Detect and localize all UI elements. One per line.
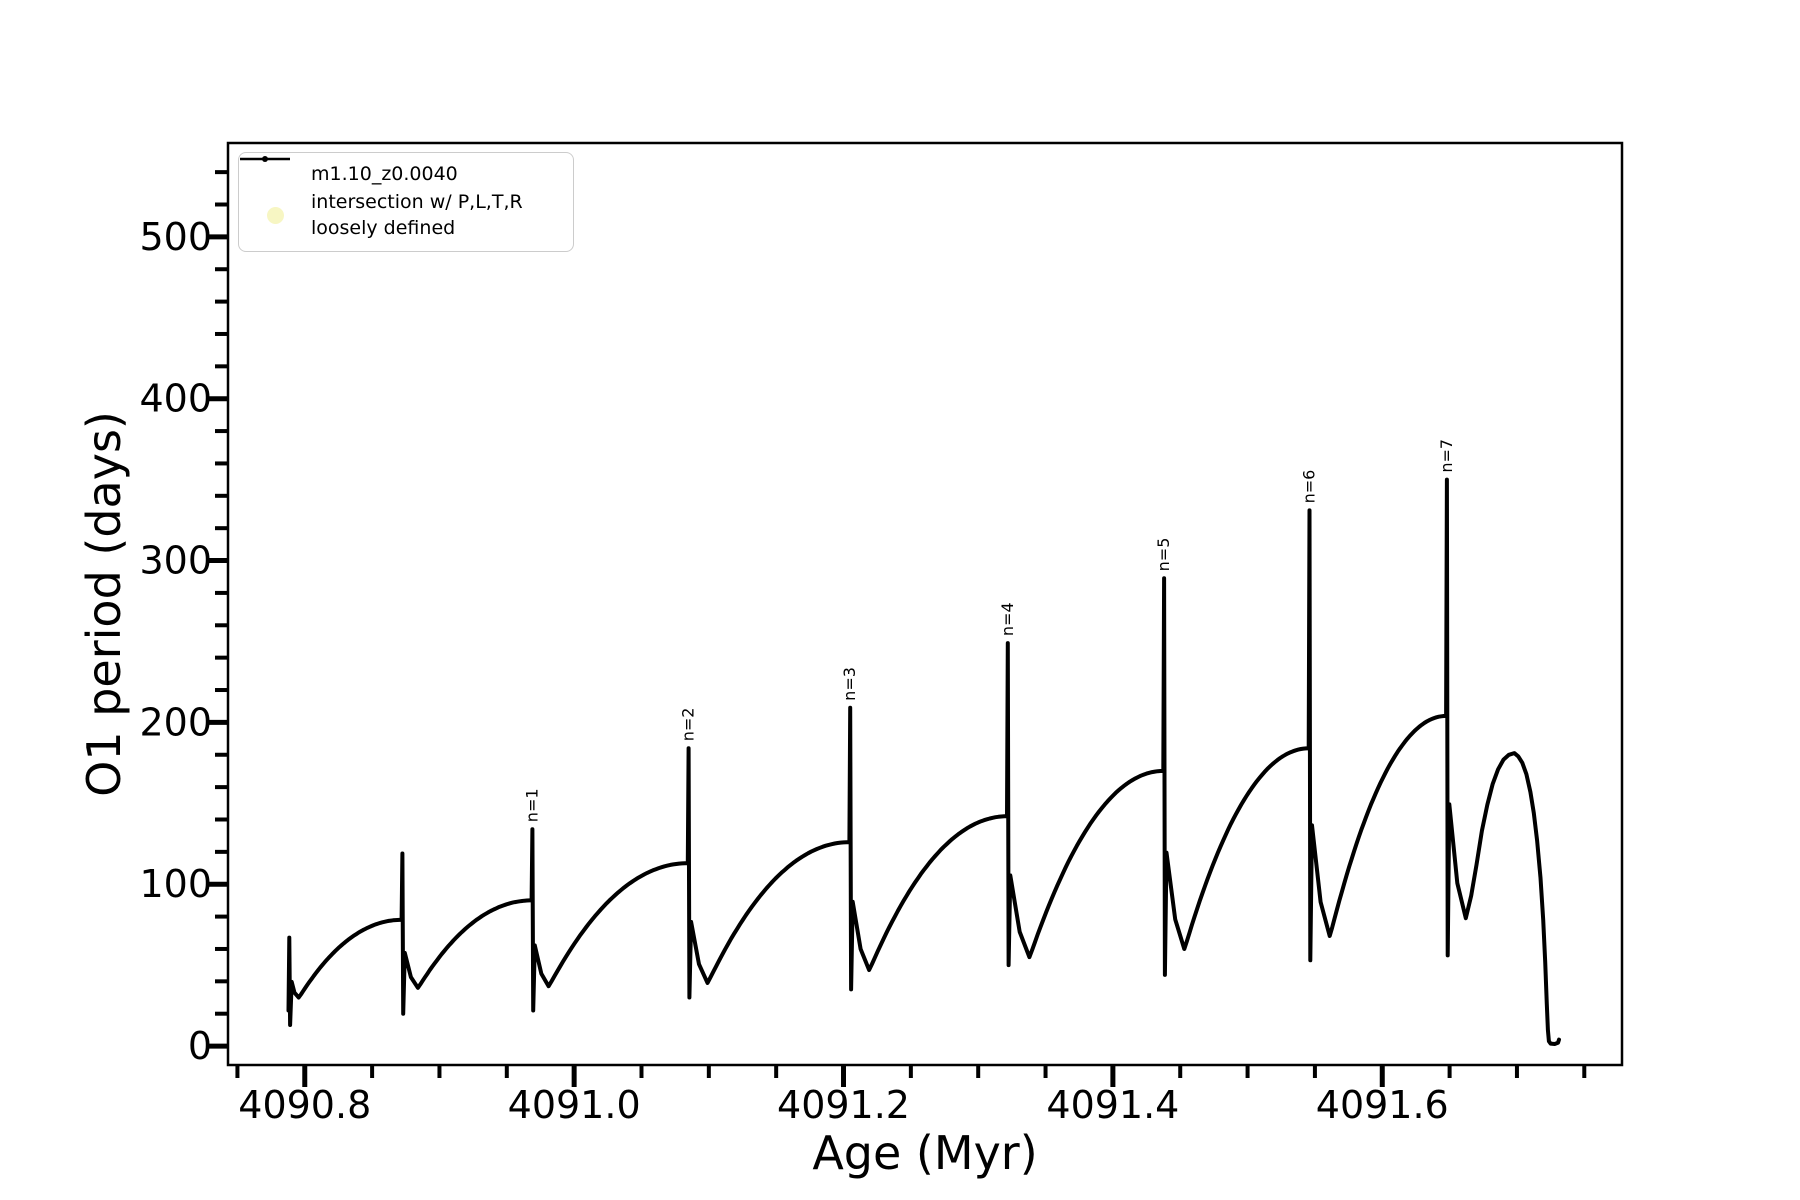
spike-annotation-n=1: n=1 [522, 788, 541, 822]
spike-annotation-n=3: n=3 [840, 667, 859, 701]
series-line-m1.10_z0.0040 [286, 477, 1561, 1046]
y-tick-label: 0 [188, 1024, 212, 1068]
x-tick-label: 4091.4 [1046, 1083, 1179, 1127]
spike-annotation-n=2: n=2 [679, 708, 698, 742]
legend-label-line1: intersection w/ P,L,T,R [311, 191, 523, 213]
legend-label-line2: loosely defined [311, 217, 456, 239]
spike-annotation-n=5: n=5 [1154, 538, 1173, 572]
legend-entry-label: intersection w/ P,L,T,R loosely defined [311, 189, 523, 241]
y-tick-label: 300 [139, 539, 212, 583]
spike-annotation-n=7: n=7 [1437, 439, 1456, 473]
line-with-dot-icon [240, 156, 290, 162]
legend-entry-intersection: intersection w/ P,L,T,R loosely defined [249, 189, 563, 241]
x-tick-label: 4091.0 [508, 1083, 641, 1127]
x-axis-label: Age (Myr) [812, 1126, 1038, 1180]
y-tick-label: 100 [139, 862, 212, 906]
x-tick-label: 4091.6 [1316, 1083, 1449, 1127]
plot-frame [226, 141, 1624, 1067]
circle-marker-icon [266, 206, 284, 224]
y-tick-label: 200 [139, 700, 212, 744]
legend-marker-sample [249, 206, 301, 224]
y-axis-label: O1 period (days) [77, 411, 131, 797]
x-tick-label: 4091.2 [777, 1083, 910, 1127]
y-tick-label: 400 [139, 377, 212, 421]
legend-entry-label: m1.10_z0.0040 [311, 163, 458, 185]
x-tick-label: 4090.8 [238, 1083, 371, 1127]
spike-annotation-n=4: n=4 [998, 602, 1017, 636]
legend-entry-line: m1.10_z0.0040 [240, 156, 563, 189]
legend-box: m1.10_z0.0040 intersection w/ P,L,T,R lo… [238, 152, 574, 252]
y-tick-label: 500 [139, 215, 212, 259]
spike-annotation-n=6: n=6 [1300, 470, 1319, 504]
